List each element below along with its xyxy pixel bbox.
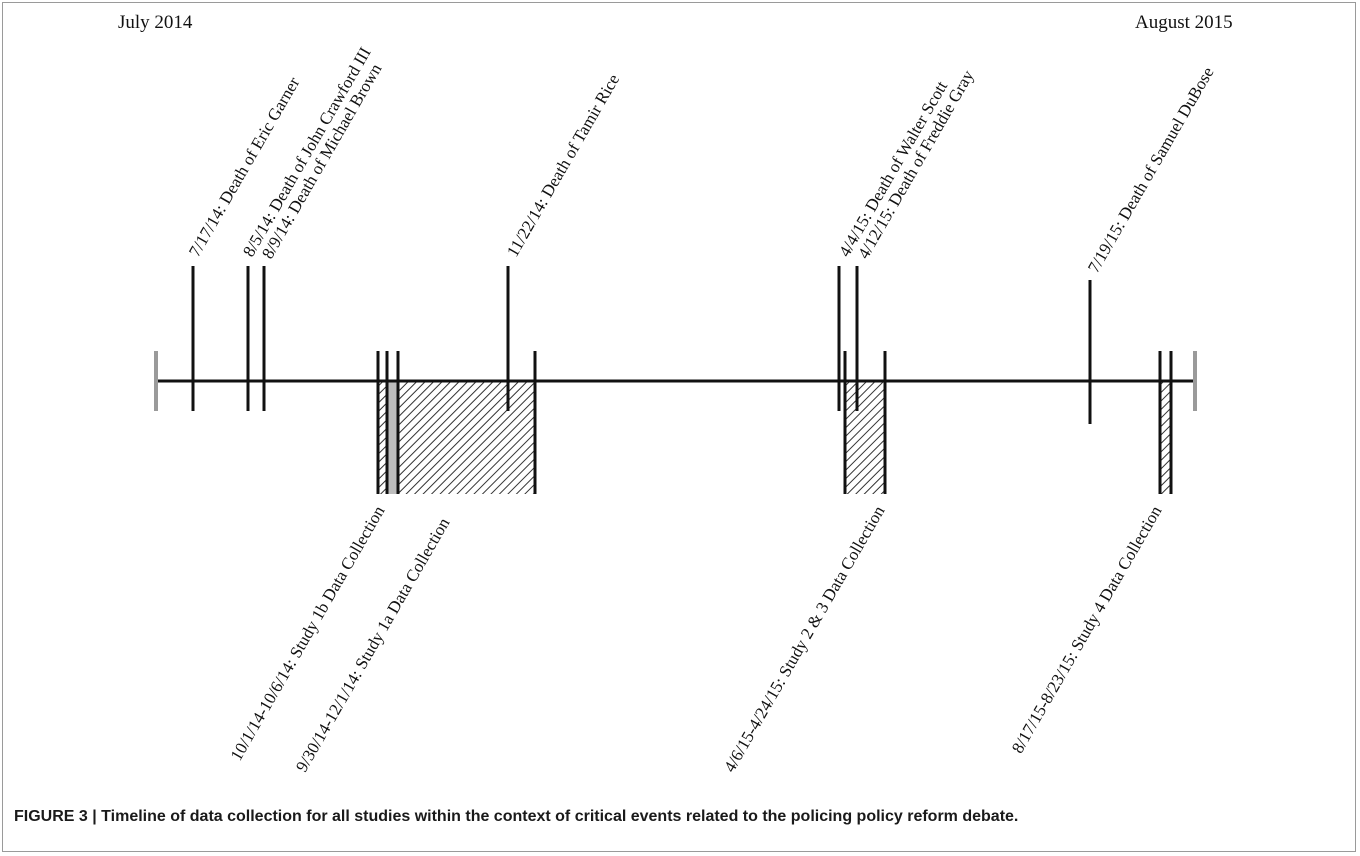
period-study-4-shade xyxy=(1160,381,1171,494)
period-study-2-3-shade xyxy=(845,381,885,494)
event-label-samuel-dubose: 7/19/15: Death of Samuel DuBose xyxy=(1084,64,1218,276)
timeline-end-label: August 2015 xyxy=(1135,12,1233,33)
period-label-study-4: 8/17/15-8/23/15: Study 4 Data Collection xyxy=(1008,502,1166,756)
event-label-walter-scott: 4/4/15: Death of Walter Scott xyxy=(835,78,951,260)
figure-caption: FIGURE 3 | Timeline of data collection f… xyxy=(14,808,1019,825)
period-label-study-1a: 9/30/14-12/1/14: Study 1a Data Collectio… xyxy=(292,514,454,775)
period-label-study-1b: 10/1/14-10/6/14: Study 1b Data Collectio… xyxy=(227,502,389,764)
period-study-1b-shade xyxy=(378,381,386,494)
timeline-start-label: July 2014 xyxy=(118,12,193,33)
event-label-tamir-rice: 11/22/14: Death of Tamir Rice xyxy=(503,71,623,260)
period-label-study-2-3: 4/6/15-4/24/15: Study 2 & 3 Data Collect… xyxy=(720,502,889,775)
event-label-freddie-gray: 4/12/15: Death of Freddie Gray xyxy=(854,66,978,262)
period-study-1a-shade xyxy=(398,381,535,494)
period-overlap-shade xyxy=(387,381,398,494)
